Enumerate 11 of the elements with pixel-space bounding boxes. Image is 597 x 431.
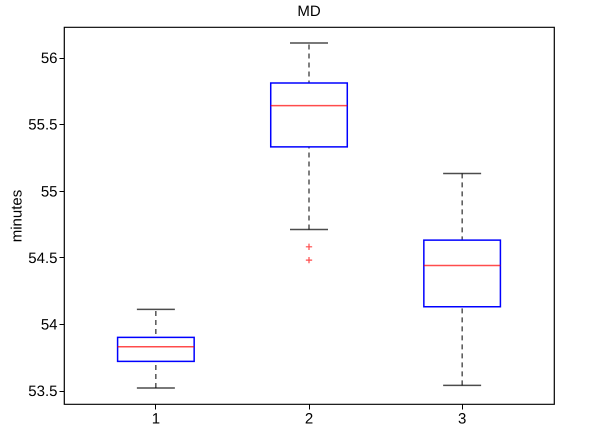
y-axis-title: minutes (8, 190, 26, 242)
x-tick-label: 1 (152, 410, 160, 428)
y-tick-label: 53.5 (28, 383, 58, 400)
y-tick-label: 54.5 (28, 250, 58, 267)
chart-title: MD (297, 3, 321, 20)
x-tick-label: 3 (458, 410, 466, 428)
y-tick-label: 54 (40, 316, 58, 334)
y-tick-label: 55 (40, 183, 58, 200)
x-tick-label: 2 (304, 410, 314, 428)
y-tick-label: 55.5 (28, 116, 58, 134)
y-tick-label: 56 (40, 50, 58, 68)
